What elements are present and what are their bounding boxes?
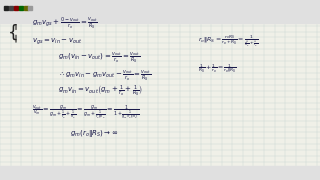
Text: $g_m v_{gs} + \frac{0 - v_{out}}{r_o} = \frac{v_{out}}{R_S}$: $g_m v_{gs} + \frac{0 - v_{out}}{r_o} = … bbox=[32, 15, 98, 31]
Text: $g_m(v_{in} - v_{out}) = \frac{v_{out}}{r_o} = \frac{v_{out}}{R_S}$: $g_m(v_{in} - v_{out}) = \frac{v_{out}}{… bbox=[58, 50, 140, 65]
Text: $\frac{v_{out}}{v_{in}} = \frac{g_m}{g_m + \frac{1}{r_o} + \frac{1}{R_S}} = \fra: $\frac{v_{out}}{v_{in}} = \frac{g_m}{g_m… bbox=[32, 103, 140, 121]
Text: $r_o \| R_S = \frac{r_o R_S}{r_o + R_S} = \frac{1}{\frac{1}{R_S} + \frac{1}{r_o}: $r_o \| R_S = \frac{r_o R_S}{r_o + R_S} … bbox=[198, 34, 259, 49]
Text: {: { bbox=[7, 23, 18, 41]
Text: $g_m(r_o \| R_S) \to \infty$: $g_m(r_o \| R_S) \to \infty$ bbox=[70, 128, 119, 139]
Text: $g_m v_{in} = v_{out}\left(g_m + \frac{1}{r_o} + \frac{1}{R_S}\right)$: $g_m v_{in} = v_{out}\left(g_m + \frac{1… bbox=[58, 84, 143, 99]
Text: $\frac{1}{R_S} + \frac{1}{r_o} = \frac{1}{r_o \| R_S}$: $\frac{1}{R_S} + \frac{1}{r_o} = \frac{1… bbox=[198, 62, 237, 74]
Bar bbox=[0, 0, 320, 23]
Text: $v_{gs} = v_{in} - v_{out}$: $v_{gs} = v_{in} - v_{out}$ bbox=[32, 36, 82, 47]
Text: $\therefore g_m v_{in} - g_m v_{out} - \frac{v_{out}}{r_o} = \frac{v_{out}}{R_S}: $\therefore g_m v_{in} - g_m v_{out} - \… bbox=[58, 68, 151, 83]
Bar bbox=[0, 166, 320, 180]
